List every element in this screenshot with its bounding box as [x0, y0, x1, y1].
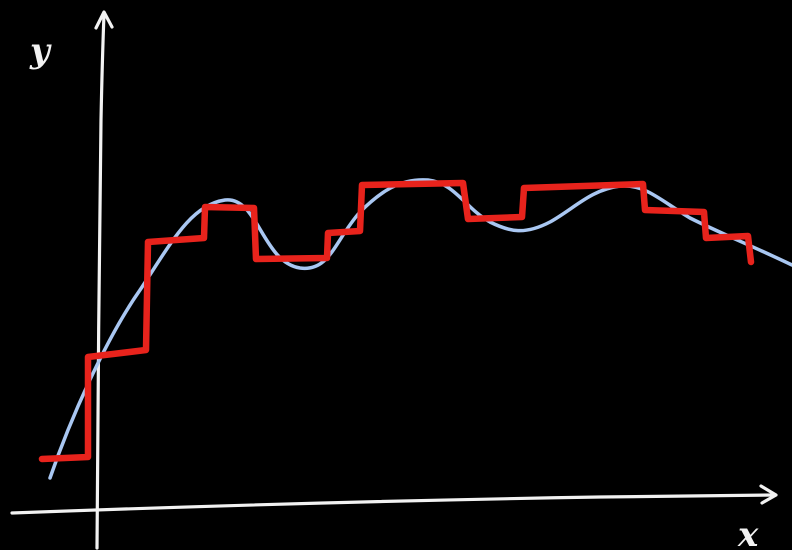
x-axis-arrowhead — [759, 484, 778, 505]
step-function-approximation — [38, 179, 755, 463]
x-axis — [10, 484, 778, 515]
y-axis-arrowhead — [94, 10, 114, 30]
y-axis-label: y — [29, 31, 52, 71]
x-axis-label: x — [737, 515, 759, 550]
x-axis-line — [10, 493, 777, 515]
y-axis — [94, 10, 114, 550]
y-axis-line — [95, 12, 106, 550]
smooth-function-curve — [48, 178, 792, 480]
